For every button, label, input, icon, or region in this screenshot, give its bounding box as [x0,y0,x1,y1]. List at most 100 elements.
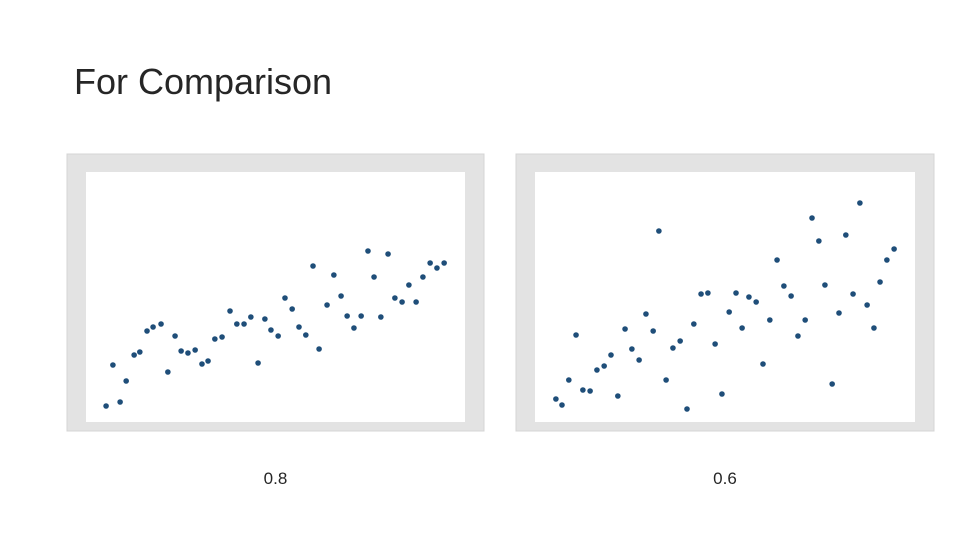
scatter-point [580,387,586,393]
scatter-point [199,361,205,367]
scatter-point [385,251,391,257]
scatter-point [822,282,828,288]
scatter-point [795,333,801,339]
scatter-point [406,282,412,288]
scatter-point [601,363,607,369]
scatter-point [331,272,337,278]
scatter-point [684,406,690,412]
scatter-point [809,215,815,221]
slide-title: For Comparison [74,61,332,102]
scatter-point [144,328,150,334]
scatter-point [117,399,123,405]
plot-area [86,172,465,422]
scatter-point [289,306,295,312]
scatter-point [864,302,870,308]
scatter-point [185,350,191,356]
scatter-point [573,332,579,338]
scatter-point [310,263,316,269]
scatter-point [338,293,344,299]
scatter-point [802,317,808,323]
scatter-point [891,246,897,252]
scatter-point [427,260,433,266]
scatter-point [358,313,364,319]
scatter-point [248,314,254,320]
scatter-point [192,347,198,353]
scatter-point [843,232,849,238]
scatter-point [371,274,377,280]
scatter-point [255,360,261,366]
chart-panel [515,153,935,432]
scatter-point [296,324,302,330]
scatter-point [566,377,572,383]
scatter-point [622,326,628,332]
chart-caption: 0.6 [713,469,737,488]
scatter-point [178,348,184,354]
scatter-point [413,299,419,305]
scatter-point [636,357,642,363]
scatter-point [441,260,447,266]
scatter-point [150,324,156,330]
scatter-point [172,333,178,339]
scatter-point [158,321,164,327]
scatter-point [282,295,288,301]
scatter-point [344,313,350,319]
scatter-point [781,283,787,289]
scatter-point [324,302,330,308]
scatter-point [227,308,233,314]
scatter-point [137,349,143,355]
scatter-point [234,321,240,327]
scatter-point [850,291,856,297]
scatter-point [719,391,725,397]
scatter-point [836,310,842,316]
scatter-point [677,338,683,344]
scatter-point [643,311,649,317]
chart-panel [66,153,485,432]
scatter-point [746,294,752,300]
scatter-point [615,393,621,399]
scatter-point [670,345,676,351]
scatter-point [884,257,890,263]
scatter-point [753,299,759,305]
scatter-point [351,325,357,331]
scatter-point [871,325,877,331]
scatter-point [241,321,247,327]
scatter-point [739,325,745,331]
scatter-point [726,309,732,315]
scatter-point [788,293,794,299]
scatter-point [303,332,309,338]
scatter-point [663,377,669,383]
scatter-point [420,274,426,280]
scatter-point [165,369,171,375]
scatter-point [219,334,225,340]
scatter-point [559,402,565,408]
scatter-point [608,352,614,358]
scatter-point [365,248,371,254]
scatter-point [378,314,384,320]
scatter-point [705,290,711,296]
scatter-point [316,346,322,352]
scatter-point [275,333,281,339]
scatter-point [774,257,780,263]
scatter-point [857,200,863,206]
scatter-point [829,381,835,387]
scatter-point [212,336,218,342]
scatter-point [268,327,274,333]
scatter-point [123,378,129,384]
scatter-point [131,352,137,358]
scatter-point [691,321,697,327]
scatter-point [816,238,822,244]
chart-caption: 0.8 [264,469,288,488]
scatter-point [587,388,593,394]
scatter-point [712,341,718,347]
scatter-point [392,295,398,301]
scatter-point [399,299,405,305]
scatter-point [760,361,766,367]
scatter-point [733,290,739,296]
plot-area [535,172,915,422]
scatter-point [103,403,109,409]
scatter-point [650,328,656,334]
scatter-point [656,228,662,234]
scatter-point [594,367,600,373]
